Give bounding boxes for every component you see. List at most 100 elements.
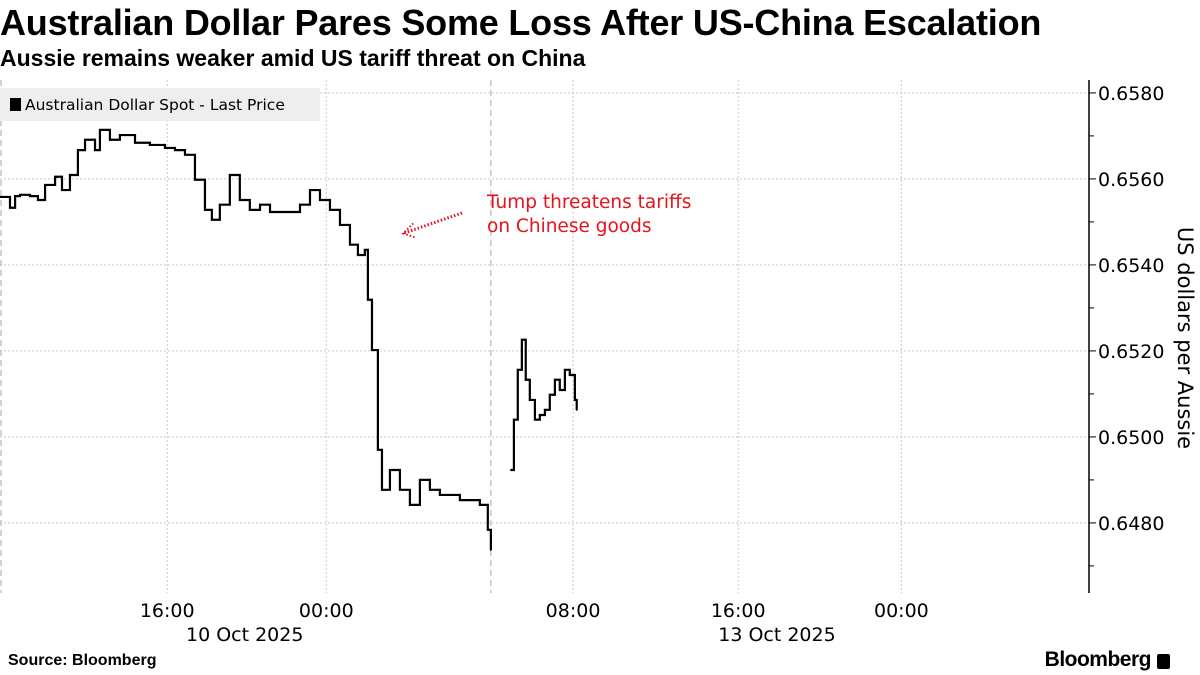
data-point xyxy=(54,175,56,178)
data-point xyxy=(509,469,512,471)
data-point xyxy=(0,196,1,198)
bloomberg-logo: Bloomberg xyxy=(1045,648,1170,672)
annotation-text: Tump threatens tariffs xyxy=(486,192,691,213)
y-axis: 0.6580 0.6560 0.6540 0.6520 0.6500 0.6480 xyxy=(1088,80,1164,593)
logo-text: Bloomberg xyxy=(1044,648,1152,671)
legend-label: Australian Dollar Spot - Last Price xyxy=(25,95,285,114)
data-point xyxy=(349,243,351,246)
data-point xyxy=(448,494,451,496)
data-point xyxy=(329,208,331,211)
y-tick-label: 0.6560 xyxy=(1098,169,1164,191)
data-point xyxy=(399,488,401,491)
data-point xyxy=(19,193,21,196)
data-point xyxy=(418,479,421,481)
data-point xyxy=(228,174,231,176)
data-point xyxy=(283,211,286,213)
chart-subtitle: Aussie remains weaker amid US tariff thr… xyxy=(0,45,586,71)
data-point xyxy=(357,254,359,256)
data-point xyxy=(544,408,546,411)
data-point xyxy=(468,499,471,502)
data-point xyxy=(77,149,79,151)
x-tick-label: 00:00 xyxy=(299,600,354,622)
x-date-label: 13 Oct 2025 xyxy=(718,624,835,646)
x-tick-label: 16:00 xyxy=(140,600,195,622)
data-point xyxy=(573,399,576,401)
data-point xyxy=(84,138,86,141)
data-point xyxy=(371,349,373,351)
data-point xyxy=(210,218,213,221)
data-point xyxy=(524,378,527,381)
data-point xyxy=(248,208,251,211)
annotation: Tump threatens tariffs on Chinese goods xyxy=(401,192,691,239)
data-point xyxy=(489,549,492,551)
data-point xyxy=(269,211,271,213)
data-point xyxy=(558,389,561,391)
data-point xyxy=(528,399,531,401)
y-tick-label: 0.6540 xyxy=(1098,255,1164,277)
data-point xyxy=(339,224,341,226)
data-point xyxy=(309,189,311,191)
data-point xyxy=(538,414,541,416)
annotation-text: on Chinese goods xyxy=(487,216,651,237)
source-note: Source: Bloomberg xyxy=(8,652,157,669)
data-point xyxy=(29,195,31,198)
data-point xyxy=(428,488,431,491)
data-point xyxy=(218,203,221,206)
data-point xyxy=(376,448,379,451)
x-tick-label: 00:00 xyxy=(874,600,929,622)
data-point xyxy=(381,488,383,491)
data-point xyxy=(204,208,206,211)
data-point xyxy=(37,199,39,201)
y-axis-label: US dollars per Aussie xyxy=(1173,227,1197,449)
x-tick-label: 16:00 xyxy=(711,600,766,622)
data-point xyxy=(69,174,71,176)
data-point xyxy=(184,153,186,156)
data-point xyxy=(568,374,571,376)
data-point xyxy=(9,206,11,209)
data-point xyxy=(458,499,461,502)
data-point xyxy=(94,149,96,151)
gridlines xyxy=(0,80,1089,593)
data-point xyxy=(44,184,46,186)
data-point xyxy=(174,149,176,151)
price-series xyxy=(0,128,578,551)
x-date-label: 10 Oct 2025 xyxy=(186,624,303,646)
data-point xyxy=(575,408,578,411)
y-tick-label: 0.6580 xyxy=(1098,83,1164,105)
chart-title: Australian Dollar Pares Some Loss After … xyxy=(0,2,1042,43)
data-point xyxy=(148,144,151,146)
data-point xyxy=(61,189,63,191)
data-point xyxy=(194,178,196,181)
arrowhead-icon xyxy=(401,222,416,239)
data-point xyxy=(548,393,551,396)
data-point xyxy=(109,138,111,141)
data-point xyxy=(366,298,369,301)
data-point xyxy=(563,368,566,371)
data-point xyxy=(438,494,441,496)
data-point xyxy=(134,141,136,144)
data-point xyxy=(99,128,101,131)
data-point xyxy=(554,378,556,381)
bloomberg-terminal-icon xyxy=(1157,654,1170,669)
data-point xyxy=(14,195,16,198)
data-point xyxy=(409,503,411,506)
y-tick-label: 0.6480 xyxy=(1098,513,1164,535)
data-point xyxy=(513,418,515,421)
data-point xyxy=(119,134,121,136)
data-point xyxy=(486,528,489,531)
data-point xyxy=(478,503,481,506)
data-point xyxy=(534,418,536,421)
data-point xyxy=(520,338,523,341)
legend: Australian Dollar Spot - Last Price xyxy=(0,88,320,121)
y-tick-label: 0.6500 xyxy=(1098,427,1164,449)
data-point xyxy=(164,147,166,149)
legend-swatch-icon xyxy=(10,98,21,111)
x-tick-label: 08:00 xyxy=(546,600,601,622)
data-point xyxy=(259,203,261,206)
price-line-segment xyxy=(0,128,492,550)
data-point xyxy=(363,248,366,251)
data-point xyxy=(299,203,301,206)
data-point xyxy=(319,199,321,201)
